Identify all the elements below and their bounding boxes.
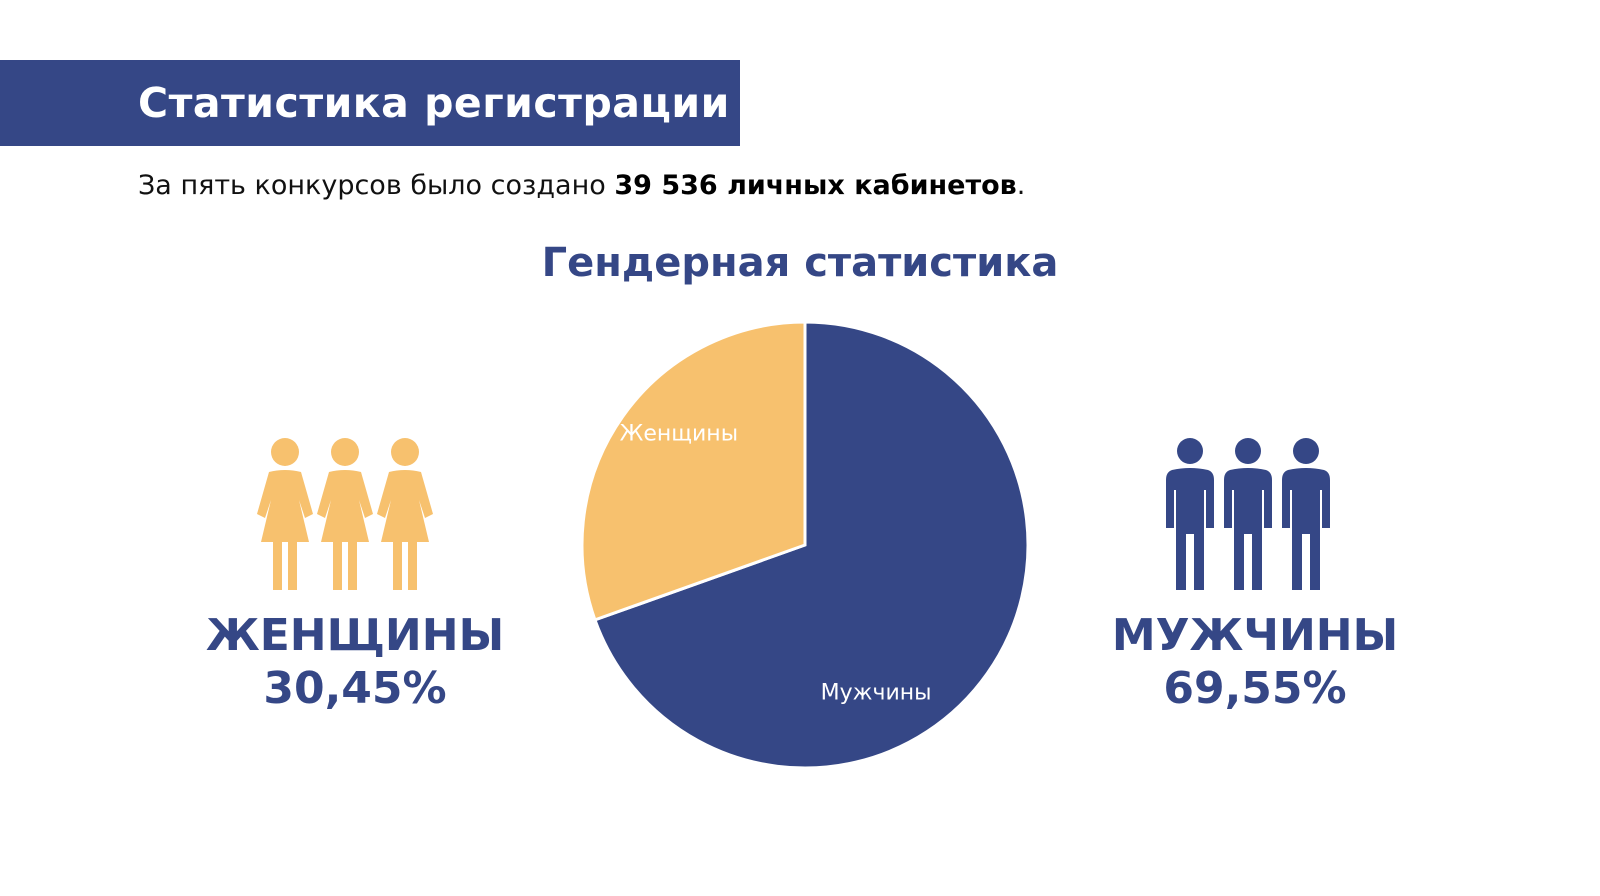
- registration-summary: За пять конкурсов было создано 39 536 ли…: [138, 170, 1025, 201]
- women-group-icon: [255, 438, 455, 590]
- chart-title: Гендерная статистика: [541, 240, 1059, 286]
- title-banner: Статистика регистрации: [0, 60, 740, 146]
- summary-text: За пять конкурсов было создано: [138, 170, 615, 201]
- chart-title-wrap: Гендерная статистика: [0, 240, 1600, 286]
- women-label: ЖЕНЩИНЫ: [205, 610, 505, 661]
- pie-slice-men: [593, 320, 1030, 770]
- women-stat: ЖЕНЩИНЫ 30,45%: [190, 610, 520, 716]
- pie-label-men: Мужчины: [821, 680, 932, 705]
- pie-svg: Мужчины Женщины: [580, 320, 1030, 770]
- men-group-icon: [1160, 438, 1340, 590]
- men-label: МУЖЧИНЫ: [1111, 610, 1399, 661]
- summary-highlight: 39 536 личных кабинетов: [614, 170, 1017, 201]
- men-stat: МУЖЧИНЫ 69,55%: [1090, 610, 1420, 716]
- pie-chart: Мужчины Женщины: [580, 320, 1030, 770]
- pie-label-women: Женщины: [620, 422, 738, 447]
- pie-slice-women: [580, 320, 807, 622]
- summary-end: .: [1016, 170, 1026, 201]
- page-title: Статистика регистрации: [138, 79, 730, 127]
- women-percent: 30,45%: [263, 662, 447, 714]
- men-percent: 69,55%: [1163, 662, 1347, 714]
